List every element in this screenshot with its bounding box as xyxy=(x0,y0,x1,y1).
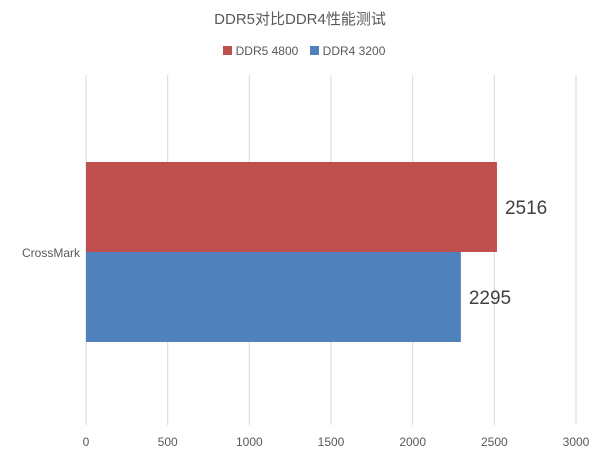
bar-ddr4-3200 xyxy=(86,252,461,342)
x-tick-label: 3000 xyxy=(563,435,590,449)
legend-swatch-ddr5 xyxy=(222,46,232,56)
bar-ddr5-4800 xyxy=(86,162,497,252)
chart-title: DDR5对比DDR4性能测试 xyxy=(214,11,386,28)
y-category-label: CrossMark xyxy=(22,246,81,260)
legend-label-ddr5: DDR5 4800 xyxy=(235,43,299,58)
x-tick-label: 1500 xyxy=(318,435,345,449)
x-tick-label: 500 xyxy=(158,435,178,449)
legend: DDR5 4800 DDR4 3200 xyxy=(0,43,600,58)
data-label: 2295 xyxy=(469,288,511,309)
x-tick-label: 2000 xyxy=(399,435,426,449)
x-tick-label: 0 xyxy=(83,435,90,449)
legend-label-ddr4: DDR4 3200 xyxy=(322,43,386,58)
x-tick-label: 1000 xyxy=(236,435,263,449)
x-tick-label: 2500 xyxy=(481,435,508,449)
legend-swatch-ddr4 xyxy=(309,46,319,56)
data-label: 2516 xyxy=(505,198,547,219)
